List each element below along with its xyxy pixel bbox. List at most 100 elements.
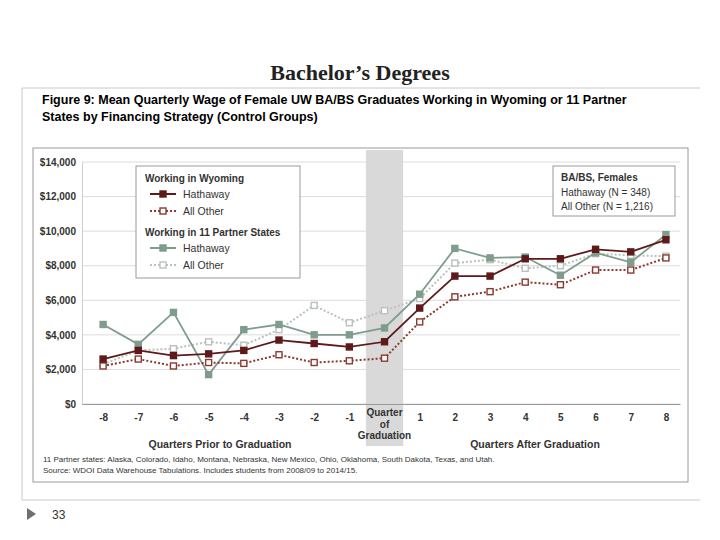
series-marker	[311, 332, 317, 338]
y-tick: $6,000	[45, 295, 82, 306]
legend-group: Working in Wyoming	[145, 173, 244, 184]
series-marker	[311, 341, 317, 347]
series-marker	[206, 360, 212, 366]
y-axis: $0 $2,000 $4,000 $6,000 $8,000 $10,000 $12,000…	[40, 157, 83, 410]
series-marker	[206, 339, 212, 345]
series-marker	[417, 291, 423, 297]
slide-title: Bachelor’s Degrees	[270, 60, 450, 85]
graduation-label: Graduation	[358, 430, 411, 441]
x-tick: 4	[523, 404, 529, 423]
series-marker	[417, 319, 423, 325]
legend-swatch	[160, 262, 166, 268]
series-marker	[628, 267, 634, 273]
graduation-label: of	[380, 419, 390, 430]
series-marker	[628, 249, 634, 255]
x-axis-line	[83, 404, 681, 405]
y-tick-label: $4,000	[45, 330, 76, 341]
series-marker	[382, 355, 388, 361]
series-marker	[593, 246, 599, 252]
x-tick-label: 8	[664, 412, 670, 423]
legend-label: Hathaway	[183, 188, 230, 200]
note-box-frame	[553, 166, 675, 216]
series-marker	[135, 341, 141, 347]
series-marker	[452, 245, 458, 251]
slide-rule	[22, 500, 700, 501]
series-marker	[135, 347, 141, 353]
chart-frame	[33, 148, 688, 482]
y-tick-label: $0	[65, 399, 77, 410]
series-marker	[452, 273, 458, 279]
series-marker	[452, 260, 458, 266]
x-tick: 1	[417, 404, 423, 423]
x-tick: 8	[664, 404, 670, 423]
series-marker	[557, 282, 563, 288]
footnote: 11 Partner states: Alaska, Colorado, Ida…	[43, 455, 495, 464]
legend-group: Working in 11 Partner States	[145, 227, 281, 238]
series-marker	[382, 308, 388, 314]
page-number: 33	[52, 508, 66, 522]
series-marker	[135, 347, 141, 353]
series-marker	[346, 358, 352, 364]
x-tick-label: 1	[417, 412, 423, 423]
series-marker	[346, 320, 352, 326]
x-axis-title: Quarters Prior to Graduation	[149, 438, 292, 450]
series-marker	[100, 356, 106, 362]
series-marker	[170, 309, 176, 315]
x-tick-label: 5	[558, 412, 564, 423]
series-marker	[241, 347, 247, 353]
x-tick-label: -5	[205, 412, 214, 423]
series-marker	[241, 327, 247, 333]
x-tick-label: -2	[310, 412, 319, 423]
y-tick: $10,000	[40, 226, 82, 237]
series-marker	[100, 363, 106, 369]
x-tick-label: -7	[134, 412, 143, 423]
series-line	[103, 254, 666, 365]
x-axis-title: Quarters After Graduation	[470, 438, 600, 450]
series-marker	[170, 353, 176, 359]
series-marker	[206, 372, 212, 378]
series-marker	[311, 302, 317, 308]
series-marker	[100, 321, 106, 327]
y-tick-label: $10,000	[40, 226, 77, 237]
legend-swatch	[160, 245, 166, 251]
y-tick-label: $2,000	[45, 364, 76, 375]
x-tick: 7	[628, 404, 634, 423]
y-tick-label: $12,000	[40, 191, 77, 202]
series-marker	[522, 256, 528, 262]
series-marker	[241, 360, 247, 366]
series-marker	[206, 351, 212, 357]
series-marker	[170, 346, 176, 352]
series-marker	[346, 344, 352, 350]
x-tick-label: 4	[523, 412, 529, 423]
series-marker	[382, 339, 388, 345]
series-marker	[382, 325, 388, 331]
x-tick: 2	[453, 404, 459, 423]
series-marker	[663, 255, 669, 261]
legend-label: All Other	[183, 259, 224, 271]
series-marker	[417, 305, 423, 311]
x-tick: -4	[240, 404, 249, 423]
figure-caption: Figure 9: Mean Quarterly Wage of Female …	[42, 92, 660, 126]
slide-rule	[22, 88, 700, 89]
series-marker	[311, 360, 317, 366]
x-tick-label: -3	[275, 412, 284, 423]
note-title: BA/BS, Females	[561, 172, 638, 183]
x-tick-label: 7	[628, 412, 634, 423]
x-tick: 6	[593, 404, 599, 423]
graduation-band	[366, 150, 403, 446]
y-tick: $2,000	[45, 364, 82, 375]
x-tick: 5	[558, 404, 564, 423]
series-marker	[135, 356, 141, 362]
y-axis-line	[82, 163, 83, 405]
x-tick: -3	[275, 404, 284, 423]
x-tick: -8	[99, 404, 108, 423]
x-tick-label: 3	[488, 412, 494, 423]
y-tick-label: $8,000	[45, 260, 76, 271]
series-marker	[487, 289, 493, 295]
legend-swatch	[160, 208, 166, 214]
x-tick: 3	[488, 404, 494, 423]
x-tick: -6	[170, 404, 179, 423]
footnote: Source: WDOI Data Warehouse Tabulations.…	[43, 466, 357, 475]
series-marker	[276, 337, 282, 343]
series-marker	[452, 294, 458, 300]
